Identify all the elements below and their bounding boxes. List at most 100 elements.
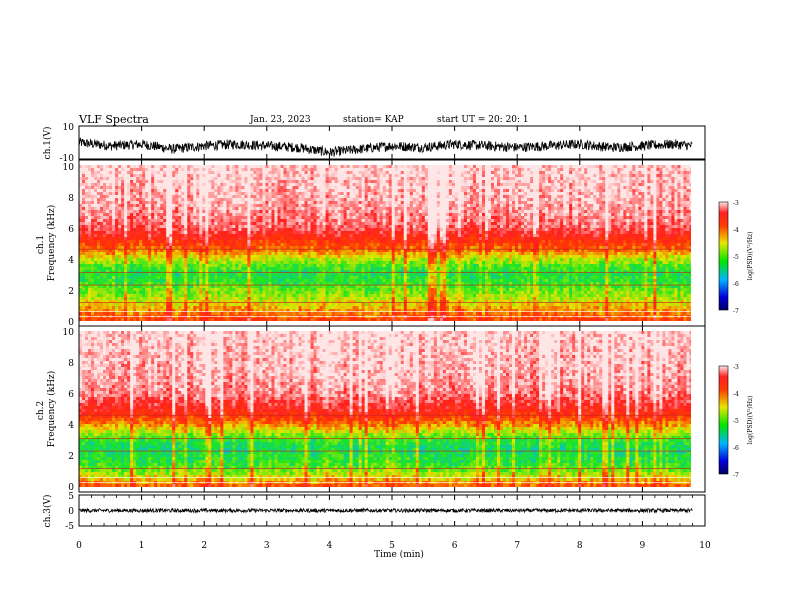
spectrogram-cell: [214, 210, 218, 214]
spectrogram-cell: [241, 261, 245, 265]
spectrogram-cell: [217, 315, 221, 319]
spectrogram-cell: [190, 291, 194, 295]
spectrogram-cell: [256, 249, 260, 253]
spectrogram-cell: [268, 258, 272, 262]
spectrogram-cell: [304, 213, 308, 217]
spectrogram-cell: [202, 294, 206, 298]
spectrogram-cell: [88, 171, 92, 175]
spectrogram-cell: [223, 225, 227, 229]
spectrogram-cell: [223, 318, 227, 321]
spectrogram-cell: [268, 231, 272, 235]
spectrogram-cell: [265, 282, 269, 286]
spectrogram-cell: [100, 174, 104, 178]
spectrogram-cell: [217, 240, 221, 244]
spectrogram-cell: [346, 309, 351, 313]
spectrogram-cell: [280, 294, 284, 298]
spectrogram-cell: [190, 285, 194, 289]
spectrogram-cell: [142, 276, 146, 280]
spectrogram-cell: [148, 168, 152, 172]
spectrogram-cell: [214, 216, 218, 220]
spectrogram-cell: [283, 300, 287, 304]
spectrogram-cell: [346, 180, 351, 184]
spectrogram-cell: [91, 183, 95, 187]
spectrogram-cell: [310, 252, 314, 256]
spectrogram-cell: [181, 201, 185, 205]
spectrogram-cell: [163, 255, 167, 259]
spectrogram-cell: [304, 165, 308, 169]
spectrogram-cell: [307, 240, 311, 244]
spectrogram-cell: [118, 246, 122, 250]
spectrogram-cell: [187, 261, 191, 265]
spectrogram-cell: [211, 270, 215, 274]
spectrogram-cell: [304, 222, 308, 226]
spectrogram-cell: [211, 195, 215, 199]
spectrogram-cell: [235, 318, 239, 321]
spectrogram-cell: [343, 186, 348, 190]
spectrogram-cell: [148, 306, 152, 310]
spectrogram-cell: [253, 285, 257, 289]
spectrogram-cell: [301, 282, 305, 286]
spectrogram-cell: [172, 180, 176, 184]
spectrogram-cell: [121, 315, 125, 319]
spectrogram-cell: [232, 303, 236, 307]
spectrogram-cell: [295, 276, 299, 280]
spectrogram-cell: [313, 318, 317, 321]
spectrogram-cell: [121, 288, 125, 292]
spectrogram-cell: [364, 219, 369, 223]
spectrogram-cell: [289, 231, 293, 235]
spectrogram-cell: [160, 177, 164, 181]
spectrogram-cell: [340, 288, 345, 292]
spectrogram-cell: [97, 270, 101, 274]
spectrogram-cell: [259, 312, 263, 316]
spectrogram-cell: [97, 255, 101, 259]
spectrogram-cell: [211, 297, 215, 301]
spectrogram-cell: [205, 273, 209, 277]
spectrogram-cell: [274, 297, 278, 301]
spectrogram-cell: [181, 282, 185, 286]
spectrogram-cell: [139, 312, 143, 316]
spectrogram-cell: [262, 267, 266, 271]
spectrogram-cell: [238, 249, 242, 253]
spectrogram-cell: [289, 300, 293, 304]
spectrogram-cell: [109, 270, 113, 274]
spectrogram-cell: [364, 237, 369, 241]
spectrogram-cell: [199, 183, 203, 187]
spectrogram-cell: [97, 264, 101, 268]
spectrogram-cell: [124, 291, 128, 295]
spectrogram-cell: [196, 237, 200, 241]
spectrogram-cell: [190, 318, 194, 321]
spectrogram-cell: [328, 282, 333, 286]
spectrogram-cell: [241, 264, 245, 268]
spectrogram-cell: [229, 297, 233, 301]
spectrogram-cell: [292, 297, 296, 301]
spectrogram-cell: [340, 252, 345, 256]
spectrogram-cell: [241, 291, 245, 295]
spectrogram-cell: [151, 222, 155, 226]
spectrogram-cell: [349, 255, 354, 259]
spectrogram-cell: [238, 279, 242, 283]
spectrogram-cell: [229, 222, 233, 226]
spectrogram-cell: [139, 207, 143, 211]
spectrogram-cell: [88, 237, 92, 241]
spectrogram-cell: [88, 315, 92, 319]
spectrogram-cell: [250, 243, 254, 247]
spectrogram-cell: [271, 282, 275, 286]
spectrogram-cell: [199, 171, 203, 175]
spectrogram-cell: [208, 309, 212, 313]
spectrogram-cell: [196, 261, 200, 265]
spectrogram-cell: [259, 294, 263, 298]
spectrogram-cell: [172, 237, 176, 241]
spectrogram-cell: [94, 294, 98, 298]
spectrogram-cell: [352, 183, 357, 187]
spectrogram-cell: [154, 168, 158, 172]
spectrogram-cell: [112, 210, 116, 214]
spectrogram-cell: [223, 249, 227, 253]
spectrogram-cell: [247, 285, 251, 289]
spectrogram-cell: [154, 225, 158, 229]
spectrogram-cell: [346, 315, 351, 319]
spectrogram-cell: [232, 183, 236, 187]
spectrogram-cell: [244, 198, 248, 202]
spectrogram-cell: [130, 273, 134, 277]
spectrogram-cell: [109, 276, 113, 280]
spectrogram-cell: [286, 318, 290, 321]
